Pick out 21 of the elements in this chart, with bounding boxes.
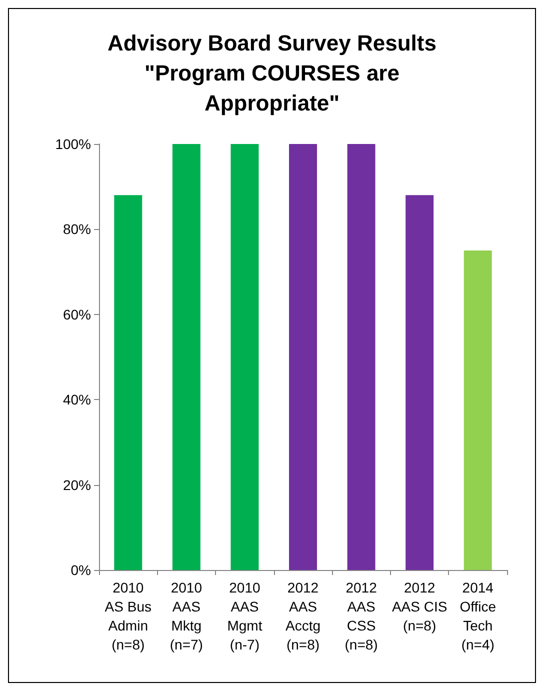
y-tick-label: 80% <box>62 221 91 238</box>
x-tick-label: 2012 AAS Acctg (n=8) <box>285 580 321 652</box>
y-tick-label: 60% <box>62 306 91 322</box>
y-tick-label: 0% <box>70 562 91 578</box>
bar <box>464 250 492 570</box>
bar <box>114 195 142 570</box>
bar <box>172 144 200 570</box>
x-tick-label: 2014 Office Tech (n=4) <box>460 580 496 652</box>
x-tick-label: 2010 AAS Mktg (n=7) <box>170 580 203 652</box>
y-tick-label: 100% <box>55 136 91 152</box>
bar <box>406 195 434 570</box>
bar <box>347 144 376 570</box>
chart-title: Advisory Board Survey Results "Program COURSES are Appropriate" <box>108 30 436 116</box>
y-tick-label: 20% <box>62 476 91 493</box>
x-tick-label: 2012 AAS CSS (n=8) <box>344 580 378 652</box>
bar <box>230 144 259 570</box>
x-tick-label: 2010 AAS Mgmt (n-7) <box>227 580 262 652</box>
bar <box>289 144 317 570</box>
y-tick-label: 40% <box>62 392 91 408</box>
x-tick-label: 2012 AAS CIS (n=8) <box>392 580 448 634</box>
x-tick-label: 2010 AS Bus Admin (n=8) <box>104 580 152 652</box>
